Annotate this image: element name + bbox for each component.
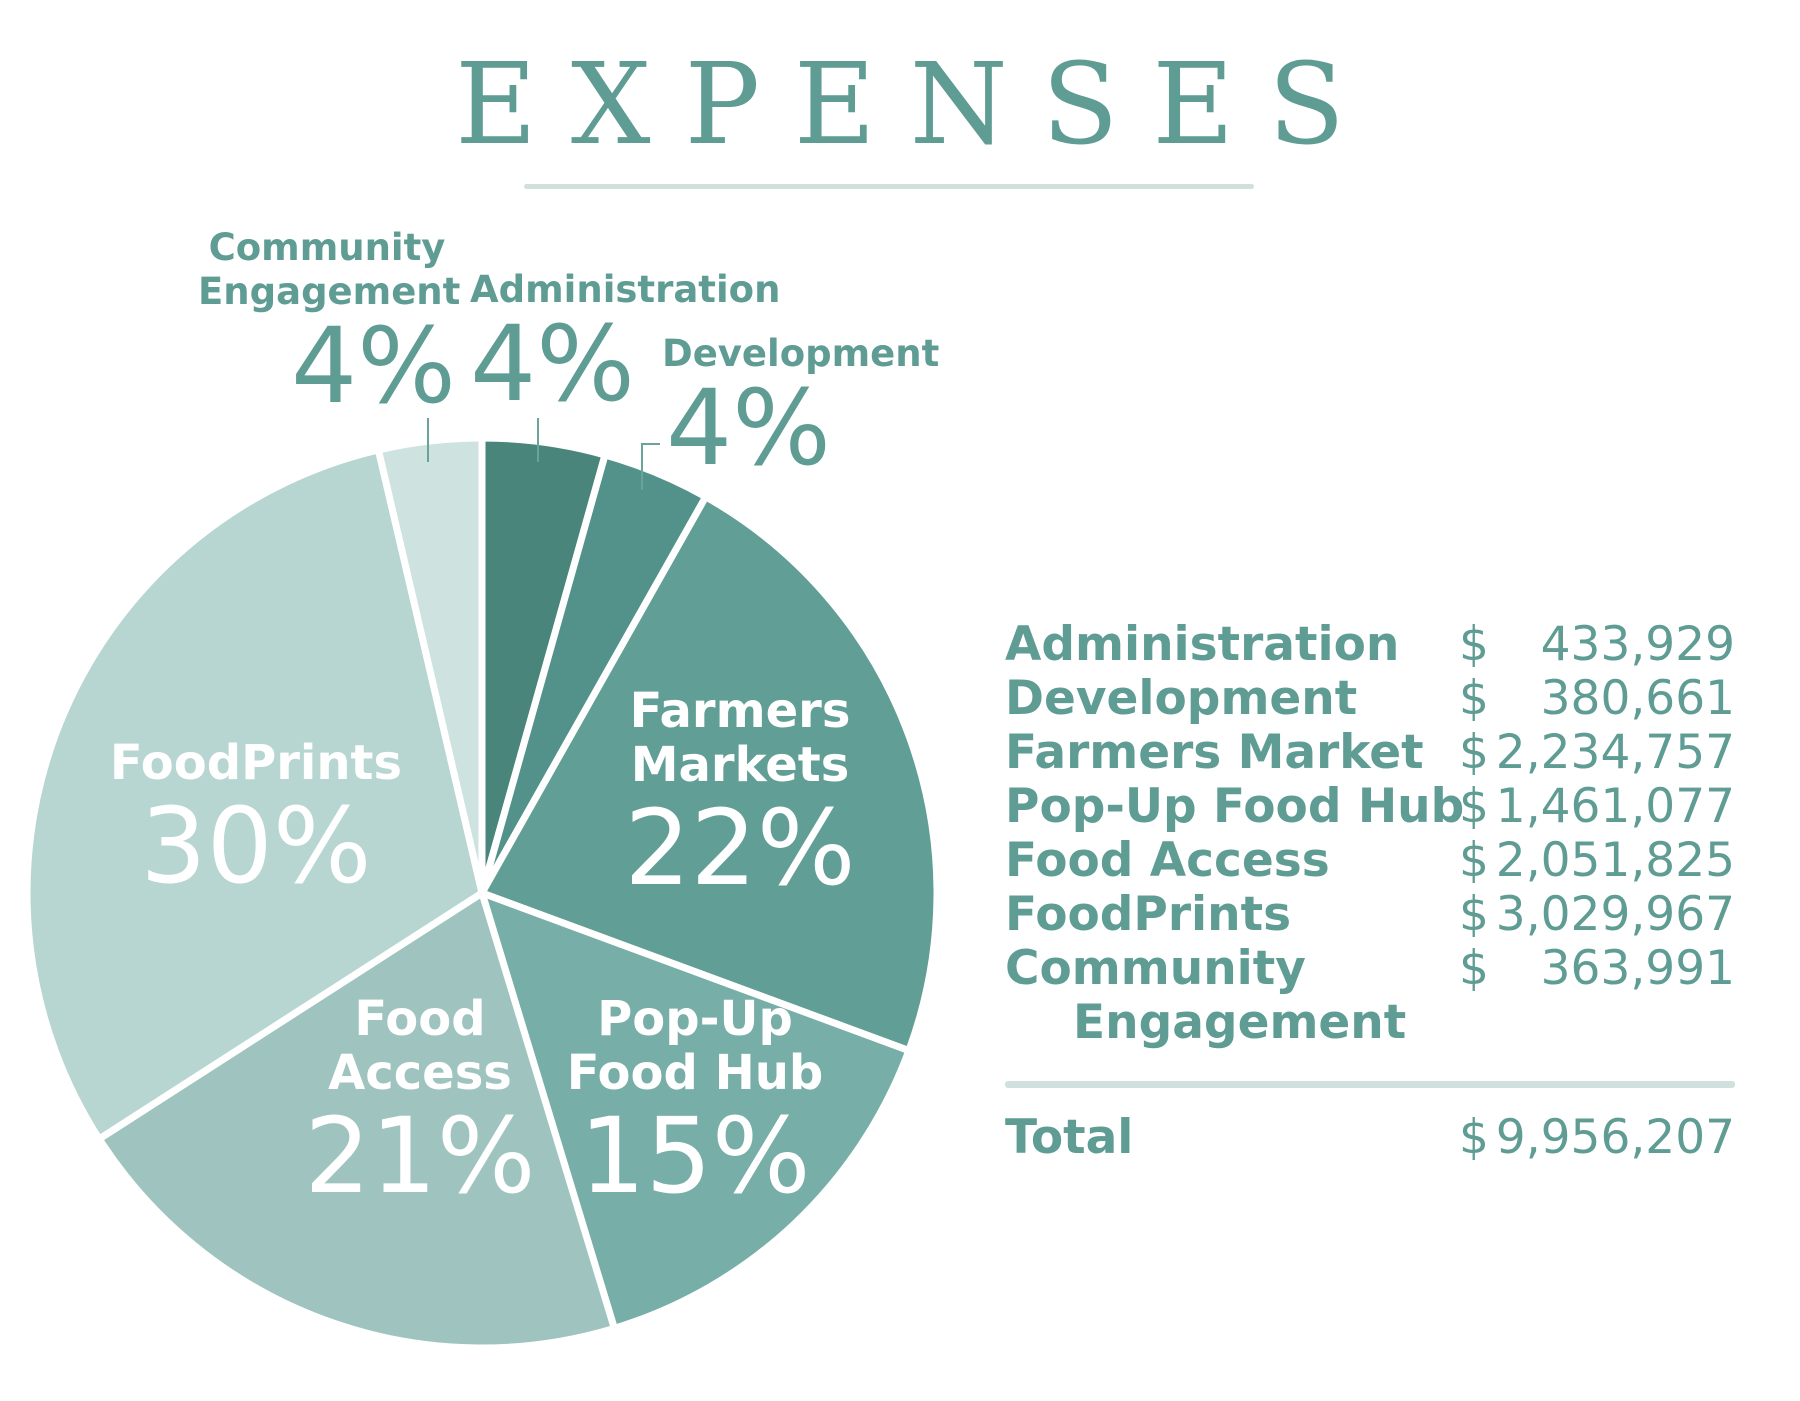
currency-symbol: $ [1459,887,1489,942]
label-administration: Administration 4% [470,268,780,416]
label-popup-line1: Pop-Up [597,991,793,1047]
label-food-access-line2: Access [328,1045,512,1101]
label-popup-pct: 15% [579,1095,811,1217]
table-row: FoodPrints $ 3,029,967 [1005,888,1735,942]
table-row: Development $ 380,661 [1005,672,1735,726]
row-name: Development [1005,671,1358,726]
label-community-line1: Community [208,226,446,269]
label-food-access-line1: Food [354,991,486,1047]
expense-table: Administration $ 433,929 Development $ 3… [1005,618,1735,1050]
table-row: Food Access $ 2,051,825 [1005,834,1735,888]
row-name: Food Access [1005,833,1330,888]
label-community-engagement: Community Engagement 4% [198,226,461,427]
row-amount: 380,661 [1540,671,1735,726]
total-label: Total [1005,1110,1134,1165]
label-foodprints-pct: 30% [140,785,372,907]
row-amount: 363,991 [1540,941,1735,996]
label-farmers-line1: Farmers [629,683,851,739]
table-row: Pop-Up Food Hub $ 1,461,077 [1005,780,1735,834]
row-amount: 3,029,967 [1495,887,1735,942]
label-farmers-pct: 22% [624,787,856,909]
row-name: Community [1005,941,1306,996]
title-underline [524,184,1254,189]
pie-slice-foodprints [23,446,486,1143]
currency-symbol: $ [1459,671,1489,726]
currency-symbol: $ [1459,617,1489,672]
currency-symbol: $ [1459,779,1489,834]
row-amount: 433,929 [1540,617,1735,672]
table-row: Community Engagement $ 363,991 [1005,942,1735,1050]
leader-line-development [641,443,660,490]
pie-slice-food-access [95,889,618,1352]
label-development: Development 4% [662,332,940,489]
row-amount: 1,461,077 [1495,779,1735,834]
pie-slice-farmers-markets [478,493,941,1055]
label-food-access: Food Access 21% [300,992,540,1212]
label-farmers-line2: Markets [630,737,850,793]
label-foodprints: FoodPrints 30% [106,736,406,902]
label-farmers-markets: Farmers Markets 22% [610,684,870,904]
currency-symbol: $ [1459,725,1489,780]
label-admin-name: Administration [470,268,781,311]
total-row: Total $ 9,956,207 [1005,1108,1735,1168]
chart-title: EXPENSES [455,40,1379,170]
label-food-access-pct: 21% [304,1095,536,1217]
row-amount: 2,234,757 [1495,725,1735,780]
table-divider [1005,1081,1735,1088]
table-row: Farmers Market $ 2,234,757 [1005,726,1735,780]
currency-symbol: $ [1459,833,1489,888]
label-dev-pct: 4% [666,367,831,489]
label-admin-pct: 4% [470,303,635,425]
label-community-pct: 4% [291,305,456,427]
row-name: FoodPrints [1005,887,1292,942]
label-popup-line2: Food Hub [566,1045,824,1101]
currency-symbol: $ [1459,1110,1489,1165]
row-name: Pop-Up Food Hub [1005,779,1465,834]
row-amount: 2,051,825 [1495,833,1735,888]
row-name: Farmers Market [1005,725,1424,780]
row-name-line2: Engagement [1073,995,1407,1050]
currency-symbol: $ [1459,941,1489,996]
label-foodprints-name: FoodPrints [109,735,403,791]
table-row: Administration $ 433,929 [1005,618,1735,672]
label-community-line2: Engagement [198,270,461,313]
pie-slice-community-engagement [374,434,486,897]
pie-slice-pop-up-food-hub [478,889,913,1332]
row-name: Administration [1005,617,1400,672]
label-dev-name: Development [662,332,940,375]
label-popup-food-hub: Pop-Up Food Hub 15% [560,992,830,1212]
total-amount: 9,956,207 [1495,1110,1735,1165]
